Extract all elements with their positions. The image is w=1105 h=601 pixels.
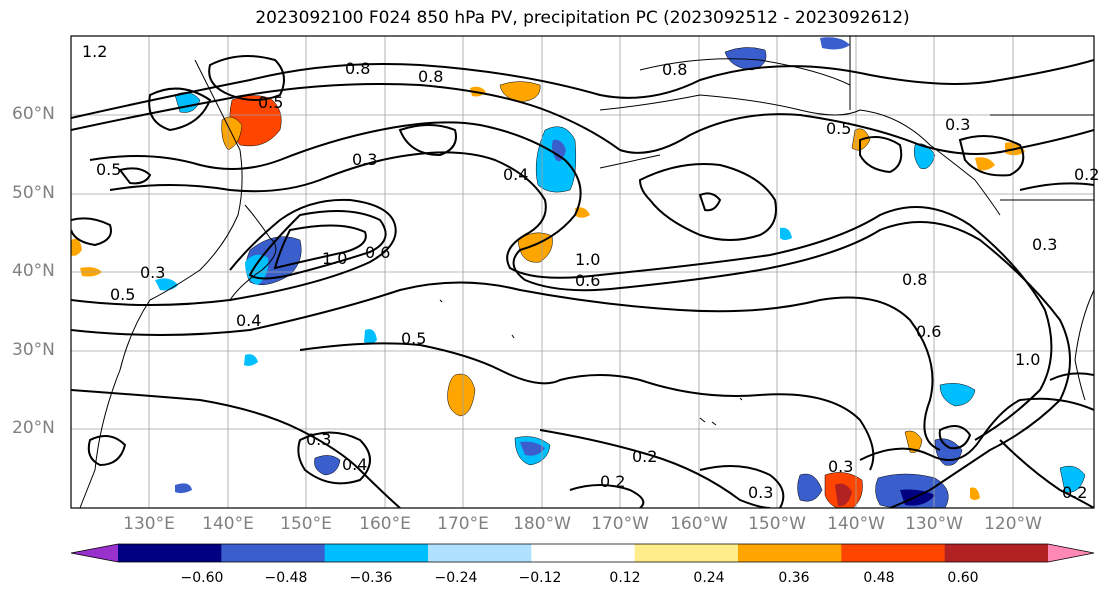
- colorbar-bin: [944, 544, 1049, 562]
- lon-label: 140°W: [827, 514, 885, 534]
- contour-label: 0.4: [236, 311, 261, 330]
- contour-label: 0.6: [916, 322, 941, 341]
- colorbar-tick-label: 0.24: [693, 570, 725, 586]
- lon-label: 160°E: [359, 514, 411, 534]
- contour-label: 1.2: [82, 42, 107, 61]
- contour-label: 0.5: [96, 160, 121, 179]
- contour-label: 0.4: [503, 165, 528, 184]
- colorbar-tick-label: 0.36: [778, 570, 810, 586]
- colorbar-outline: [70, 543, 1095, 563]
- lon-label: 170°E: [437, 514, 489, 534]
- lon-label: 180°W: [513, 514, 571, 534]
- lon-label: 150°E: [280, 514, 332, 534]
- colorbar-tick-label: −0.24: [434, 570, 478, 586]
- lat-label-50n: 50°N: [12, 183, 55, 203]
- contour-label: 0.3: [748, 483, 773, 502]
- contour-label: 0.8: [902, 270, 927, 289]
- contour-label: 0.2: [600, 472, 625, 491]
- colorbar-bin: [531, 544, 636, 562]
- contour-label: 1.0: [322, 249, 347, 268]
- contour-label: 0.3: [140, 263, 165, 282]
- colorbar-bin: [324, 544, 429, 562]
- contour-label: 0.6: [575, 271, 600, 290]
- coastlines: [79, 36, 1094, 508]
- colorbar-extend-min: [71, 544, 118, 562]
- colorbar-tick-label: 0.48: [863, 570, 895, 586]
- contour-label: 1.0: [1015, 350, 1040, 369]
- colorbar-bin: [738, 544, 842, 562]
- contour-label: 0.8: [345, 59, 370, 78]
- contour-label: 0.5: [258, 93, 283, 112]
- colorbar-extend-max: [1048, 544, 1094, 562]
- colorbar-tick-label: −0.36: [349, 570, 393, 586]
- contour-label: 0.3: [828, 457, 853, 476]
- contour-label: 0.3: [1032, 235, 1057, 254]
- contour-label: 1.0: [575, 250, 600, 269]
- contour-label: 0.2: [1074, 165, 1099, 184]
- colorbar-bin: [841, 544, 946, 562]
- lon-label: 130°E: [123, 514, 175, 534]
- contour-label: 0.5: [110, 285, 135, 304]
- contour-label: 0.5: [826, 119, 851, 138]
- lat-label-40n: 40°N: [12, 261, 55, 281]
- colorbar-tick-label: 0.60: [947, 570, 979, 586]
- lon-label: 120°W: [984, 514, 1042, 534]
- contour-label: 0.6: [365, 243, 390, 262]
- lon-label: 130°W: [905, 514, 963, 534]
- contour-label: 0.2: [632, 447, 657, 466]
- lon-label: 150°W: [748, 514, 806, 534]
- contour-labels: 1.2 0.8 0.8 0.8 0.5 0.5 0.5 0.4 0.3 0.3 …: [82, 42, 1099, 502]
- contour-label: 0.3: [352, 150, 377, 169]
- colorbar: [70, 543, 1095, 563]
- map-frame: [70, 35, 1095, 509]
- lon-label: 170°W: [591, 514, 649, 534]
- colorbar-tick-label: 0.12: [609, 570, 641, 586]
- contour-label: 0.3: [306, 430, 331, 449]
- lon-label: 140°E: [202, 514, 254, 534]
- colorbar-tick-label: −0.60: [180, 570, 224, 586]
- lat-label-60n: 60°N: [12, 104, 55, 124]
- colorbar-tick-label: −0.12: [518, 570, 562, 586]
- contour-label: 0.3: [945, 115, 970, 134]
- contour-label: 0.5: [401, 329, 426, 348]
- map-title: 2023092100 F024 850 hPa PV, precipitatio…: [255, 8, 910, 28]
- pv-contours: [71, 55, 1094, 508]
- colorbar-bin: [221, 544, 326, 562]
- precipitation-shading: [71, 37, 1086, 508]
- contour-label: 0.2: [1062, 483, 1087, 502]
- lon-label: 160°W: [670, 514, 728, 534]
- colorbar-bin: [118, 544, 222, 562]
- colorbar-bin: [634, 544, 739, 562]
- colorbar-tick-label: −0.48: [264, 570, 308, 586]
- lat-label-20n: 20°N: [12, 418, 55, 438]
- contour-label: 0.4: [342, 455, 367, 474]
- contour-label: 0.8: [418, 67, 443, 86]
- contour-label: 0.8: [662, 60, 687, 79]
- colorbar-bin: [428, 544, 532, 562]
- lat-label-30n: 30°N: [12, 340, 55, 360]
